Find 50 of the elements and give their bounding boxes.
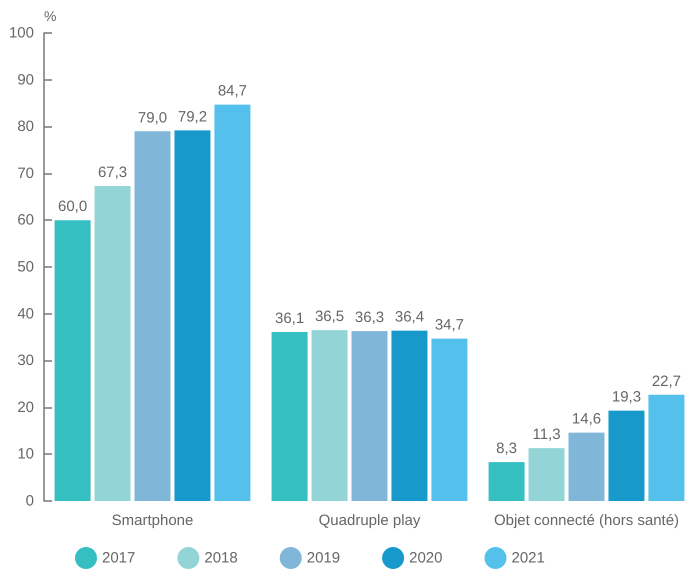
- data-label: 19,3: [612, 388, 642, 406]
- x-tick-label: Smartphone: [112, 512, 194, 529]
- y-tick-label: 60: [17, 212, 34, 229]
- legend-label: 2018: [204, 550, 238, 566]
- bar: [174, 130, 210, 501]
- bar: [431, 338, 468, 501]
- bar: [312, 330, 348, 501]
- legend-label: 2017: [102, 550, 136, 566]
- bar: [488, 462, 525, 501]
- data-label: 84,7: [218, 82, 248, 100]
- bar: [648, 394, 684, 501]
- bar: [528, 448, 565, 501]
- y-tick-label: 20: [17, 398, 34, 416]
- y-tick-label: 10: [17, 446, 34, 463]
- legend-label: 2020: [409, 550, 442, 566]
- x-tick-label: Quadruple play: [318, 512, 421, 529]
- legend-label: 2021: [511, 550, 545, 566]
- y-tick-label: 0: [26, 492, 34, 510]
- bar: [391, 330, 428, 501]
- data-label: 36,3: [354, 309, 384, 326]
- legend-label: 2019: [306, 550, 340, 566]
- y-tick-label: 50: [17, 258, 34, 276]
- data-label: 67,3: [98, 164, 128, 182]
- bar: [134, 131, 170, 501]
- bar: [568, 432, 604, 501]
- bar: [54, 220, 91, 501]
- y-tick-label: 70: [17, 164, 34, 182]
- bar: [608, 410, 644, 501]
- data-label: 11,3: [532, 426, 561, 444]
- data-label: 36,5: [314, 308, 344, 326]
- data-label: 34,7: [434, 316, 464, 334]
- data-label: 8,3: [496, 440, 518, 458]
- data-label: 14,6: [572, 410, 602, 428]
- data-label: 60,0: [58, 198, 88, 216]
- y-tick-label: 80: [17, 118, 34, 136]
- bar: [214, 104, 250, 501]
- bar: [352, 331, 388, 501]
- data-label: 36,4: [394, 308, 424, 326]
- x-tick-label: Objet connecté (hors santé): [494, 512, 680, 529]
- y-axis-title: %: [44, 8, 56, 24]
- y-tick-label: 100: [8, 24, 34, 42]
- data-label: 22,7: [652, 372, 682, 390]
- bar: [272, 332, 308, 501]
- y-tick-label: 40: [17, 305, 34, 322]
- y-tick-label: 90: [17, 71, 34, 88]
- data-label: 36,1: [274, 310, 304, 328]
- data-label: 79,0: [138, 109, 168, 126]
- data-label: 79,2: [178, 108, 208, 126]
- bar: [94, 186, 131, 501]
- y-tick-label: 30: [17, 352, 34, 370]
